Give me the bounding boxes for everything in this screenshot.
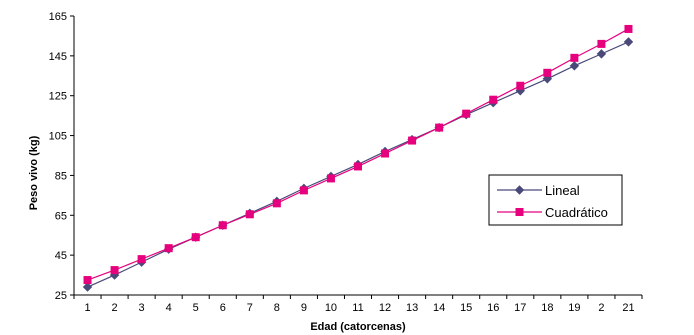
data-point xyxy=(514,185,525,195)
data-point xyxy=(624,24,633,33)
data-point xyxy=(83,276,92,285)
data-point xyxy=(623,37,634,47)
y-tick-label: 45 xyxy=(55,250,67,262)
data-point xyxy=(381,149,390,158)
data-point xyxy=(515,208,524,216)
x-tick-label: 11 xyxy=(352,302,363,314)
x-axis-title: Edad (catorcenas) xyxy=(310,321,406,333)
x-tick-label: 5 xyxy=(193,302,199,314)
data-point xyxy=(354,162,362,171)
data-point xyxy=(164,244,173,253)
axes xyxy=(73,16,642,296)
data-point xyxy=(110,266,119,275)
data-point xyxy=(299,186,308,195)
data-point xyxy=(516,81,525,90)
y-tick-label: 65 xyxy=(55,210,67,222)
y-tick-label: 125 xyxy=(49,91,67,103)
legend-label: Cuadrático xyxy=(545,205,608,220)
x-tick-label: 6 xyxy=(220,302,226,314)
x-tick-label: 19 xyxy=(568,302,580,314)
data-point xyxy=(191,233,200,242)
y-tick-label: 85 xyxy=(55,170,67,182)
series-cuadratico xyxy=(83,24,633,285)
data-point xyxy=(435,123,444,132)
x-tick-label: 16 xyxy=(487,302,499,314)
y-axis-title: Peso vivo (kg) xyxy=(28,135,40,210)
legend-item: Cuadrático xyxy=(497,205,608,220)
y-tick-label: 25 xyxy=(55,290,67,302)
data-point xyxy=(462,109,471,118)
data-point xyxy=(272,199,281,208)
legend: Lineal Cuadrático xyxy=(488,174,623,226)
data-point xyxy=(543,68,552,77)
y-tick-label: 145 xyxy=(49,51,67,63)
x-tick-label: 4 xyxy=(166,302,172,314)
y-axis-ticks: 25 45 65 85 105 125 145 165 xyxy=(49,11,74,302)
data-point xyxy=(408,136,417,145)
legend-item: Lineal xyxy=(497,183,580,198)
x-tick-label: 3 xyxy=(139,302,145,314)
y-tick-label: 165 xyxy=(49,11,67,23)
y-tick-label: 105 xyxy=(49,131,67,143)
x-axis-ticks: 1 2 3 4 5 6 7 8 9 10 11 12 13 14 15 16 17 18 19 2 21 xyxy=(73,295,643,314)
data-point xyxy=(137,255,146,264)
x-tick-label: 9 xyxy=(301,302,307,314)
data-point xyxy=(596,49,607,59)
x-tick-label: 17 xyxy=(514,302,526,314)
x-tick-label: 2 xyxy=(598,302,604,314)
data-point xyxy=(597,39,606,48)
data-point xyxy=(82,282,93,292)
data-point xyxy=(570,53,579,62)
series-layer xyxy=(82,24,634,292)
data-point xyxy=(245,210,254,219)
x-tick-label: 8 xyxy=(274,302,280,314)
x-tick-label: 14 xyxy=(433,302,445,314)
x-tick-label: 13 xyxy=(406,302,418,314)
data-point xyxy=(218,221,227,230)
legend-label: Lineal xyxy=(545,183,580,198)
data-point xyxy=(326,174,335,183)
data-point xyxy=(569,61,580,71)
legend-box xyxy=(488,174,623,226)
data-point xyxy=(489,95,498,104)
x-tick-label: 10 xyxy=(325,302,337,314)
legend-items: Lineal Cuadrático xyxy=(497,183,608,220)
x-tick-label: 12 xyxy=(379,302,391,314)
x-tick-label: 1 xyxy=(84,302,90,314)
x-tick-label: 15 xyxy=(460,302,472,314)
x-tick-label: 2 xyxy=(112,302,118,314)
x-tick-label: 7 xyxy=(247,302,253,314)
x-tick-label: 18 xyxy=(541,302,553,314)
x-tick-label: 21 xyxy=(622,302,634,314)
series-line xyxy=(87,28,629,281)
